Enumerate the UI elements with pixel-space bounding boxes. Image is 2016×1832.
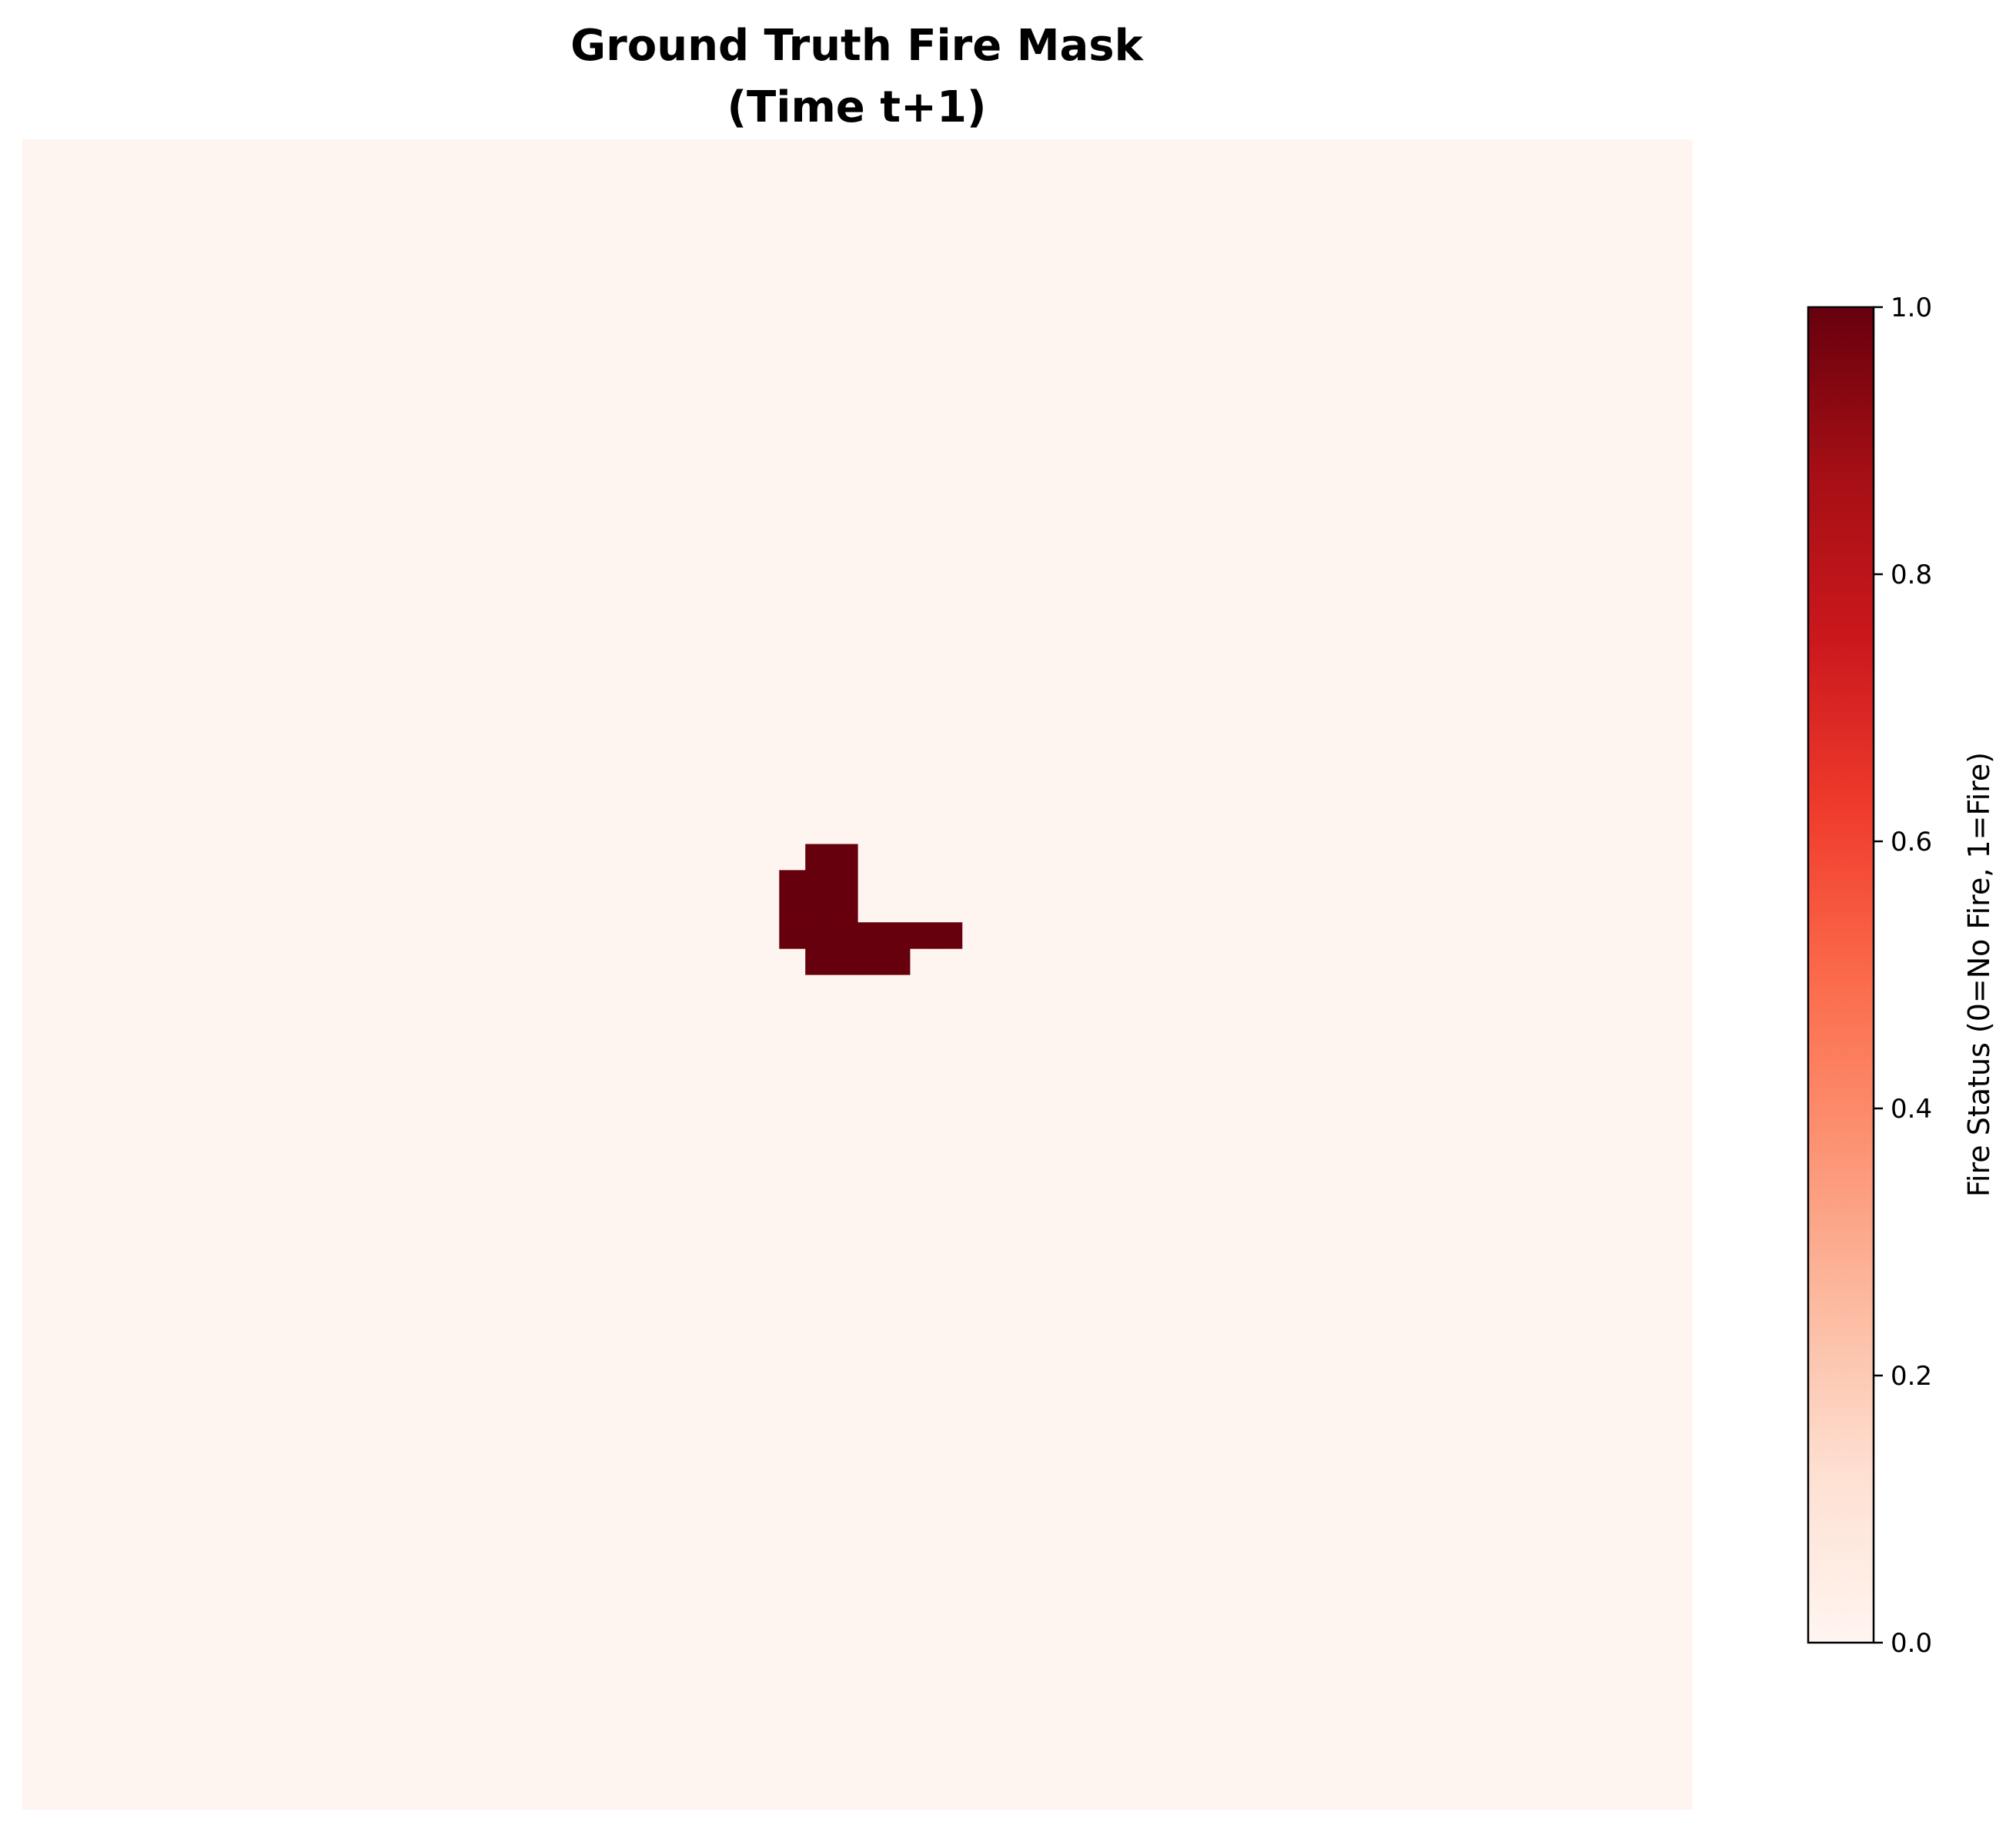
colorbar-tick-label: 0.4 — [1891, 1094, 1932, 1125]
fire-cell — [779, 896, 806, 923]
chart-title-line1: Ground Truth Fire Mask — [570, 21, 1144, 71]
fire-cell — [883, 948, 911, 975]
heatmap-cells — [779, 844, 963, 975]
fire-cell — [858, 922, 884, 949]
fire-cell — [831, 922, 858, 949]
colorbar-gradient — [1808, 307, 1874, 1643]
colorbar-tick-label: 0.0 — [1891, 1628, 1932, 1659]
fire-cell — [909, 922, 937, 949]
fire-cell — [831, 948, 858, 975]
colorbar-tick-label: 0.6 — [1891, 827, 1932, 857]
fire-cell — [935, 922, 963, 949]
fire-cell — [831, 844, 858, 871]
fire-cell — [805, 844, 832, 871]
fire-cell — [805, 922, 832, 949]
colorbar: 0.0 0.2 0.4 0.6 0.8 1.0 Fire Status (0=No Fir… — [1807, 293, 1996, 1659]
chart-title: Ground Truth Fire Mask (Time t+1) — [570, 21, 1144, 132]
colorbar-tick-label: 1.0 — [1891, 293, 1932, 323]
colorbar-ticks: 0.0 0.2 0.4 0.6 0.8 1.0 — [1874, 293, 1932, 1659]
fire-cell — [805, 948, 832, 975]
colorbar-tick-label: 0.8 — [1891, 560, 1932, 590]
fire-cell — [831, 896, 858, 923]
chart-title-line2: (Time t+1) — [727, 82, 986, 132]
fire-cell — [831, 870, 858, 897]
colorbar-frame — [1807, 306, 1875, 1644]
fire-cell — [805, 896, 832, 923]
fire-cell — [858, 948, 884, 975]
fire-cell — [779, 922, 806, 949]
heatmap — [22, 139, 1693, 1810]
fire-cell — [883, 922, 911, 949]
fire-cell — [779, 870, 806, 897]
colorbar-tick-label: 0.2 — [1891, 1361, 1932, 1392]
colorbar-label: Fire Status (0=No Fire, 1=Fire) — [1962, 752, 1996, 1197]
fire-cell — [805, 870, 832, 897]
